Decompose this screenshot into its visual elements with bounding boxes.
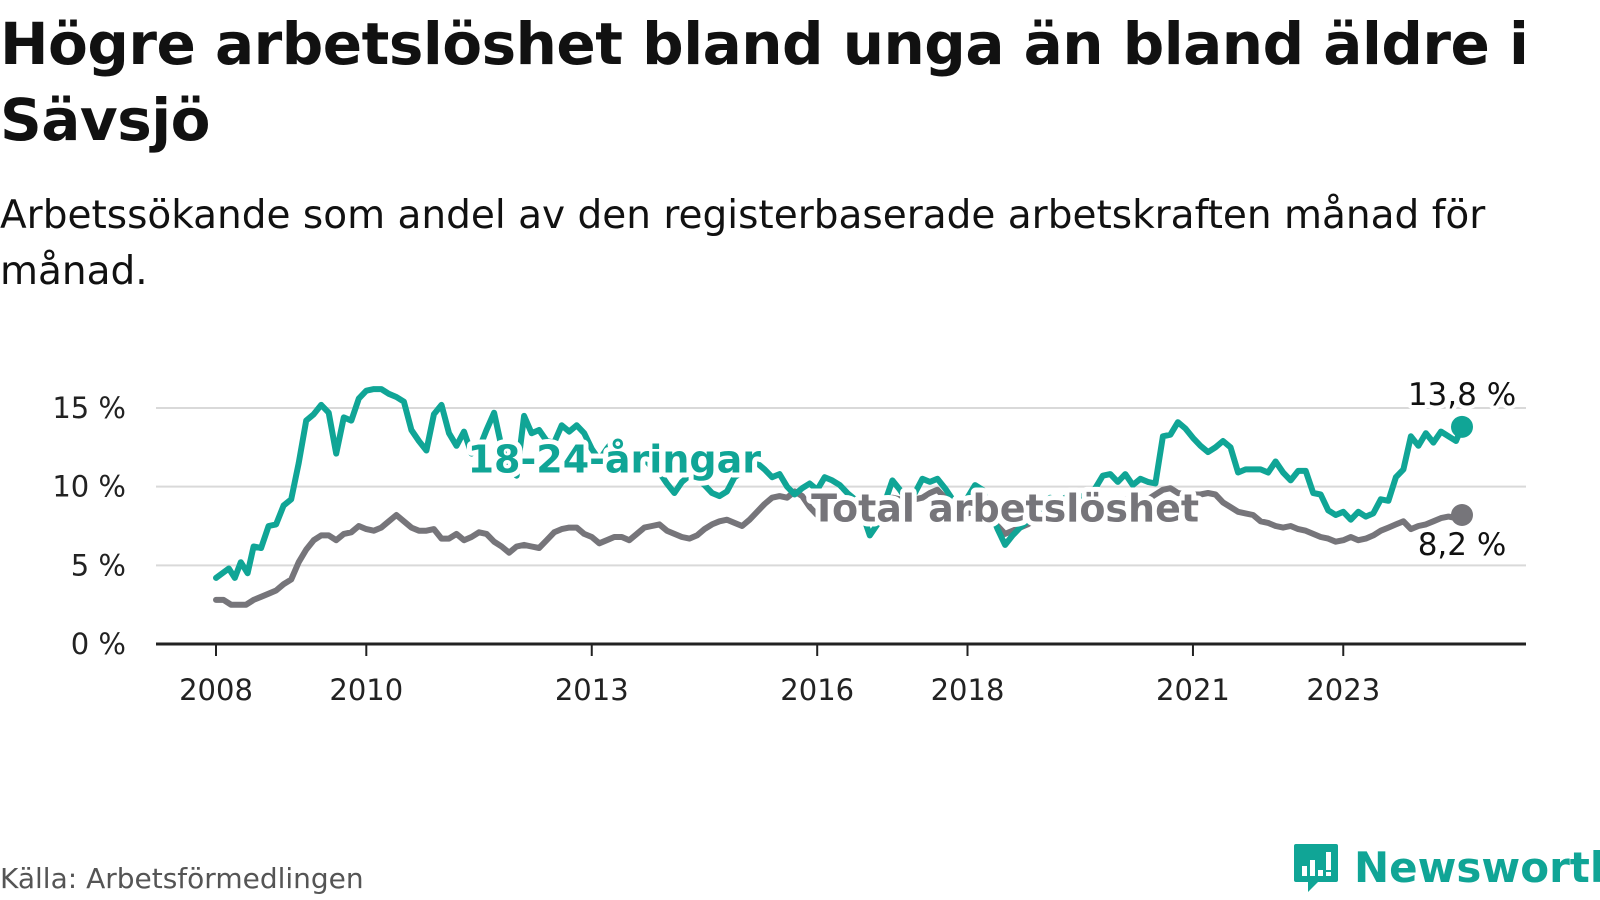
x-tick-label-2010: 2010	[329, 673, 403, 707]
end-label-total: 8,2 %	[1418, 527, 1507, 563]
x-axis	[156, 642, 1526, 656]
series-line-youth	[213, 386, 1465, 581]
end-marker-total	[1451, 503, 1473, 526]
x-tick-label-2013: 2013	[555, 673, 629, 707]
newsworthy-logo-icon	[1294, 844, 1338, 892]
chart-title: Högre arbetslöshet bland unga än bland ä…	[0, 10, 1529, 154]
x-axis-tick-labels: 2008 2010 2013 2016 2018 2021 2023	[179, 673, 1380, 707]
x-tick-label-2018: 2018	[931, 673, 1005, 707]
series-lines	[213, 386, 1465, 608]
end-markers: 13,8 % 8,2 %	[1404, 373, 1520, 567]
brand-name: Newsworthy	[1354, 843, 1600, 892]
y-axis-tick-labels: 0 % 5 % 10 % 15 %	[52, 391, 126, 661]
series-label-total: Total arbetslöshet	[811, 486, 1199, 530]
y-tick-label-10: 10 %	[52, 470, 126, 504]
series-line-total	[213, 485, 1465, 608]
end-marker-youth	[1451, 415, 1473, 438]
y-tick-label-0: 0 %	[71, 627, 126, 661]
brand-logo[interactable]: Newsworthy	[1292, 842, 1600, 894]
x-tick-label-2008: 2008	[179, 673, 253, 707]
x-tick-label-2023: 2023	[1306, 673, 1380, 707]
series-label-youth: 18-24-åringar	[468, 438, 762, 482]
chart-subtitle: Arbetssökande som andel av den registerb…	[0, 193, 1486, 294]
series-labels: 18-24-åringar Total arbetslöshet	[463, 433, 1204, 536]
y-tick-label-15: 15 %	[52, 391, 126, 425]
source-note: Källa: Arbetsförmedlingen	[0, 862, 364, 895]
x-tick-label-2016: 2016	[780, 673, 854, 707]
end-label-youth: 13,8 %	[1408, 377, 1516, 413]
x-tick-label-2021: 2021	[1156, 673, 1230, 707]
y-tick-label-5: 5 %	[71, 548, 126, 582]
